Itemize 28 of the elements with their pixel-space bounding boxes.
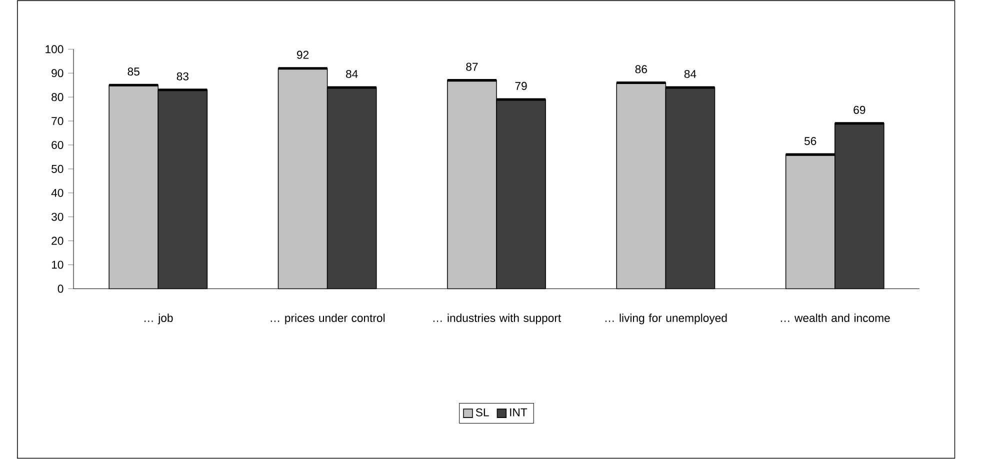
- y-tick-label: 50: [52, 164, 64, 174]
- data-label: 84: [684, 70, 696, 78]
- y-tick-label: 30: [52, 212, 64, 221]
- x-tick-label: … industries with support: [433, 314, 562, 324]
- y-tick-label: 70: [52, 117, 64, 126]
- data-label: 86: [635, 65, 647, 74]
- x-tick-label: … living for unemployed: [605, 314, 727, 324]
- x-tick-label: … wealth and income: [780, 314, 890, 322]
- y-tick-label: 10: [52, 260, 64, 269]
- y-tick-label: 40: [51, 188, 64, 197]
- data-label: 79: [515, 82, 527, 90]
- data-label: 84: [346, 70, 358, 78]
- y-tick-label: 90: [52, 69, 64, 78]
- data-label: 69: [854, 106, 866, 114]
- x-tick-label: … prices under control: [270, 314, 385, 324]
- y-tick-label: 20: [52, 236, 64, 245]
- data-label: 85: [128, 68, 140, 76]
- data-label: 83: [176, 72, 188, 80]
- y-tick-label: 60: [52, 141, 64, 150]
- data-label: 56: [804, 137, 816, 146]
- y-tick-label: 0: [58, 284, 64, 293]
- data-label: 87: [466, 62, 478, 71]
- y-tick-label: 80: [52, 93, 64, 102]
- legend-label: INT: [510, 408, 528, 416]
- legend-label: SL: [476, 408, 489, 416]
- data-label: 92: [297, 50, 309, 59]
- y-tick-label: 100: [46, 45, 64, 54]
- x-tick-label: … job: [144, 314, 173, 324]
